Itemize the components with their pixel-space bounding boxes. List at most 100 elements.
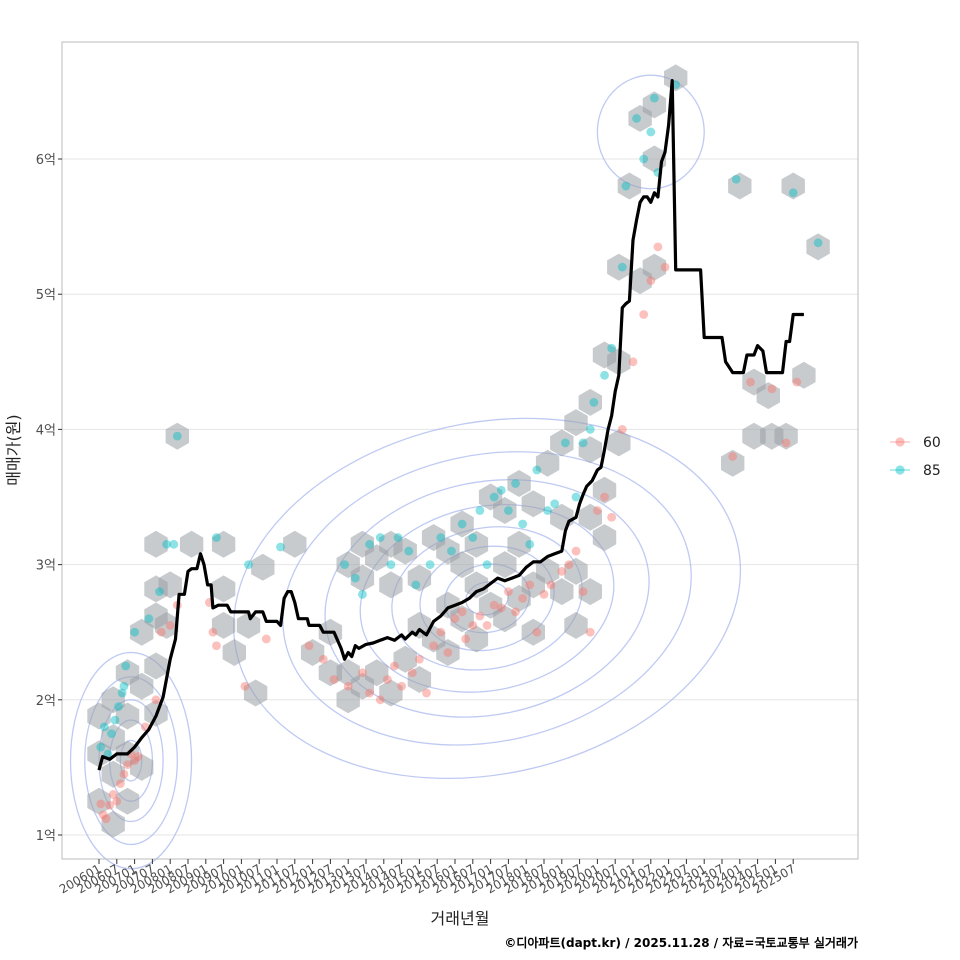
point-60 — [304, 641, 314, 651]
point-85 — [144, 614, 154, 624]
point-60 — [475, 611, 485, 621]
point-60 — [436, 627, 446, 637]
hexbin-cell — [101, 810, 125, 838]
point-85 — [162, 539, 172, 549]
point-60 — [482, 621, 492, 630]
hexbin-cell — [592, 476, 617, 504]
hexbin-cell — [521, 490, 545, 518]
point-85 — [607, 343, 617, 353]
point-60 — [539, 589, 549, 599]
hexbin-cell — [251, 553, 275, 581]
hexbin-cell — [578, 388, 602, 416]
point-60 — [151, 695, 161, 705]
legend-60-label: 60 — [923, 435, 941, 451]
hexbin-cell — [101, 724, 125, 752]
hexbin-cell — [756, 382, 780, 410]
point-85 — [621, 181, 631, 191]
x-axis: 2006012006072007012007072008012008072009… — [57, 859, 798, 897]
point-85 — [532, 465, 542, 475]
point-60 — [578, 587, 588, 597]
density-contours — [69, 74, 742, 870]
hexbin-cell — [243, 679, 268, 707]
hexbin-cell — [607, 253, 631, 281]
hexbin-cell — [617, 172, 642, 200]
hexbin-cell — [464, 530, 489, 558]
hexbin-cell — [564, 409, 588, 437]
point-60 — [628, 357, 638, 367]
point-85 — [96, 742, 106, 752]
point-60 — [98, 810, 108, 820]
hexbin-cell — [365, 659, 389, 687]
hexbin-cell — [165, 422, 189, 450]
hexbin-cell — [578, 578, 602, 606]
point-85 — [110, 715, 120, 725]
point-85 — [155, 587, 164, 597]
legend-60-key — [895, 437, 905, 447]
hexbin-cell — [507, 530, 531, 558]
hexbin-cell — [728, 172, 752, 200]
point-85 — [350, 573, 360, 583]
point-85 — [425, 560, 435, 569]
point-60 — [375, 695, 385, 705]
point-60 — [443, 648, 453, 657]
point-85 — [130, 627, 140, 637]
hexbin-cell — [130, 753, 154, 781]
point-85 — [447, 546, 456, 556]
hexbin-cell — [101, 760, 125, 788]
hexbin-cell — [493, 605, 517, 633]
point-60 — [571, 546, 581, 556]
point-85 — [411, 580, 421, 590]
hexbin-cell — [564, 557, 588, 585]
median-price-line — [97, 79, 804, 771]
hexbin-cell — [721, 449, 745, 477]
hexbin-cell — [493, 551, 517, 579]
point-60 — [639, 310, 649, 319]
legend: 60 85 — [890, 435, 941, 479]
hexbin-cell — [211, 575, 236, 603]
x-axis-title: 거래년월 — [431, 909, 490, 928]
hexbin-cell — [642, 91, 667, 119]
hexbin-cell — [101, 686, 125, 714]
hexbin-cell — [144, 530, 168, 558]
density-contour — [69, 651, 193, 870]
hexbin-cell — [211, 530, 236, 558]
point-60 — [600, 492, 609, 502]
point-85 — [393, 533, 403, 542]
point-60 — [585, 627, 595, 637]
hexbin-cell — [607, 429, 631, 457]
point-60 — [105, 800, 115, 810]
hexbin-cell — [87, 787, 111, 815]
point-60 — [557, 566, 567, 576]
point-85 — [585, 425, 595, 434]
point-60 — [101, 814, 111, 824]
hexbin-cell — [464, 571, 489, 599]
series-60-points — [96, 242, 802, 824]
legend-85-key — [895, 465, 905, 475]
y-axis-title: 매매가(원) — [4, 414, 23, 485]
hexbin-cell — [379, 679, 403, 707]
point-60 — [240, 681, 250, 691]
density-contour — [596, 74, 705, 190]
point-60 — [767, 384, 777, 394]
point-85 — [496, 485, 506, 495]
hexbin-cell — [407, 666, 432, 693]
point-85 — [525, 539, 535, 549]
hexbin-cell — [535, 557, 560, 585]
point-85 — [571, 492, 581, 502]
point-85 — [107, 729, 116, 738]
point-85 — [121, 661, 131, 671]
hexbin-cell — [507, 470, 531, 497]
point-60 — [546, 580, 556, 590]
point-85 — [119, 681, 129, 691]
point-85 — [560, 438, 570, 448]
point-60 — [532, 627, 542, 637]
hexbin-cell — [87, 702, 111, 730]
point-85 — [550, 499, 560, 509]
point-85 — [543, 506, 552, 515]
point-60 — [165, 621, 175, 630]
hexbin-cell — [115, 702, 140, 730]
point-85 — [589, 397, 599, 407]
hexbin-cell — [642, 253, 667, 281]
point-85 — [358, 589, 367, 599]
